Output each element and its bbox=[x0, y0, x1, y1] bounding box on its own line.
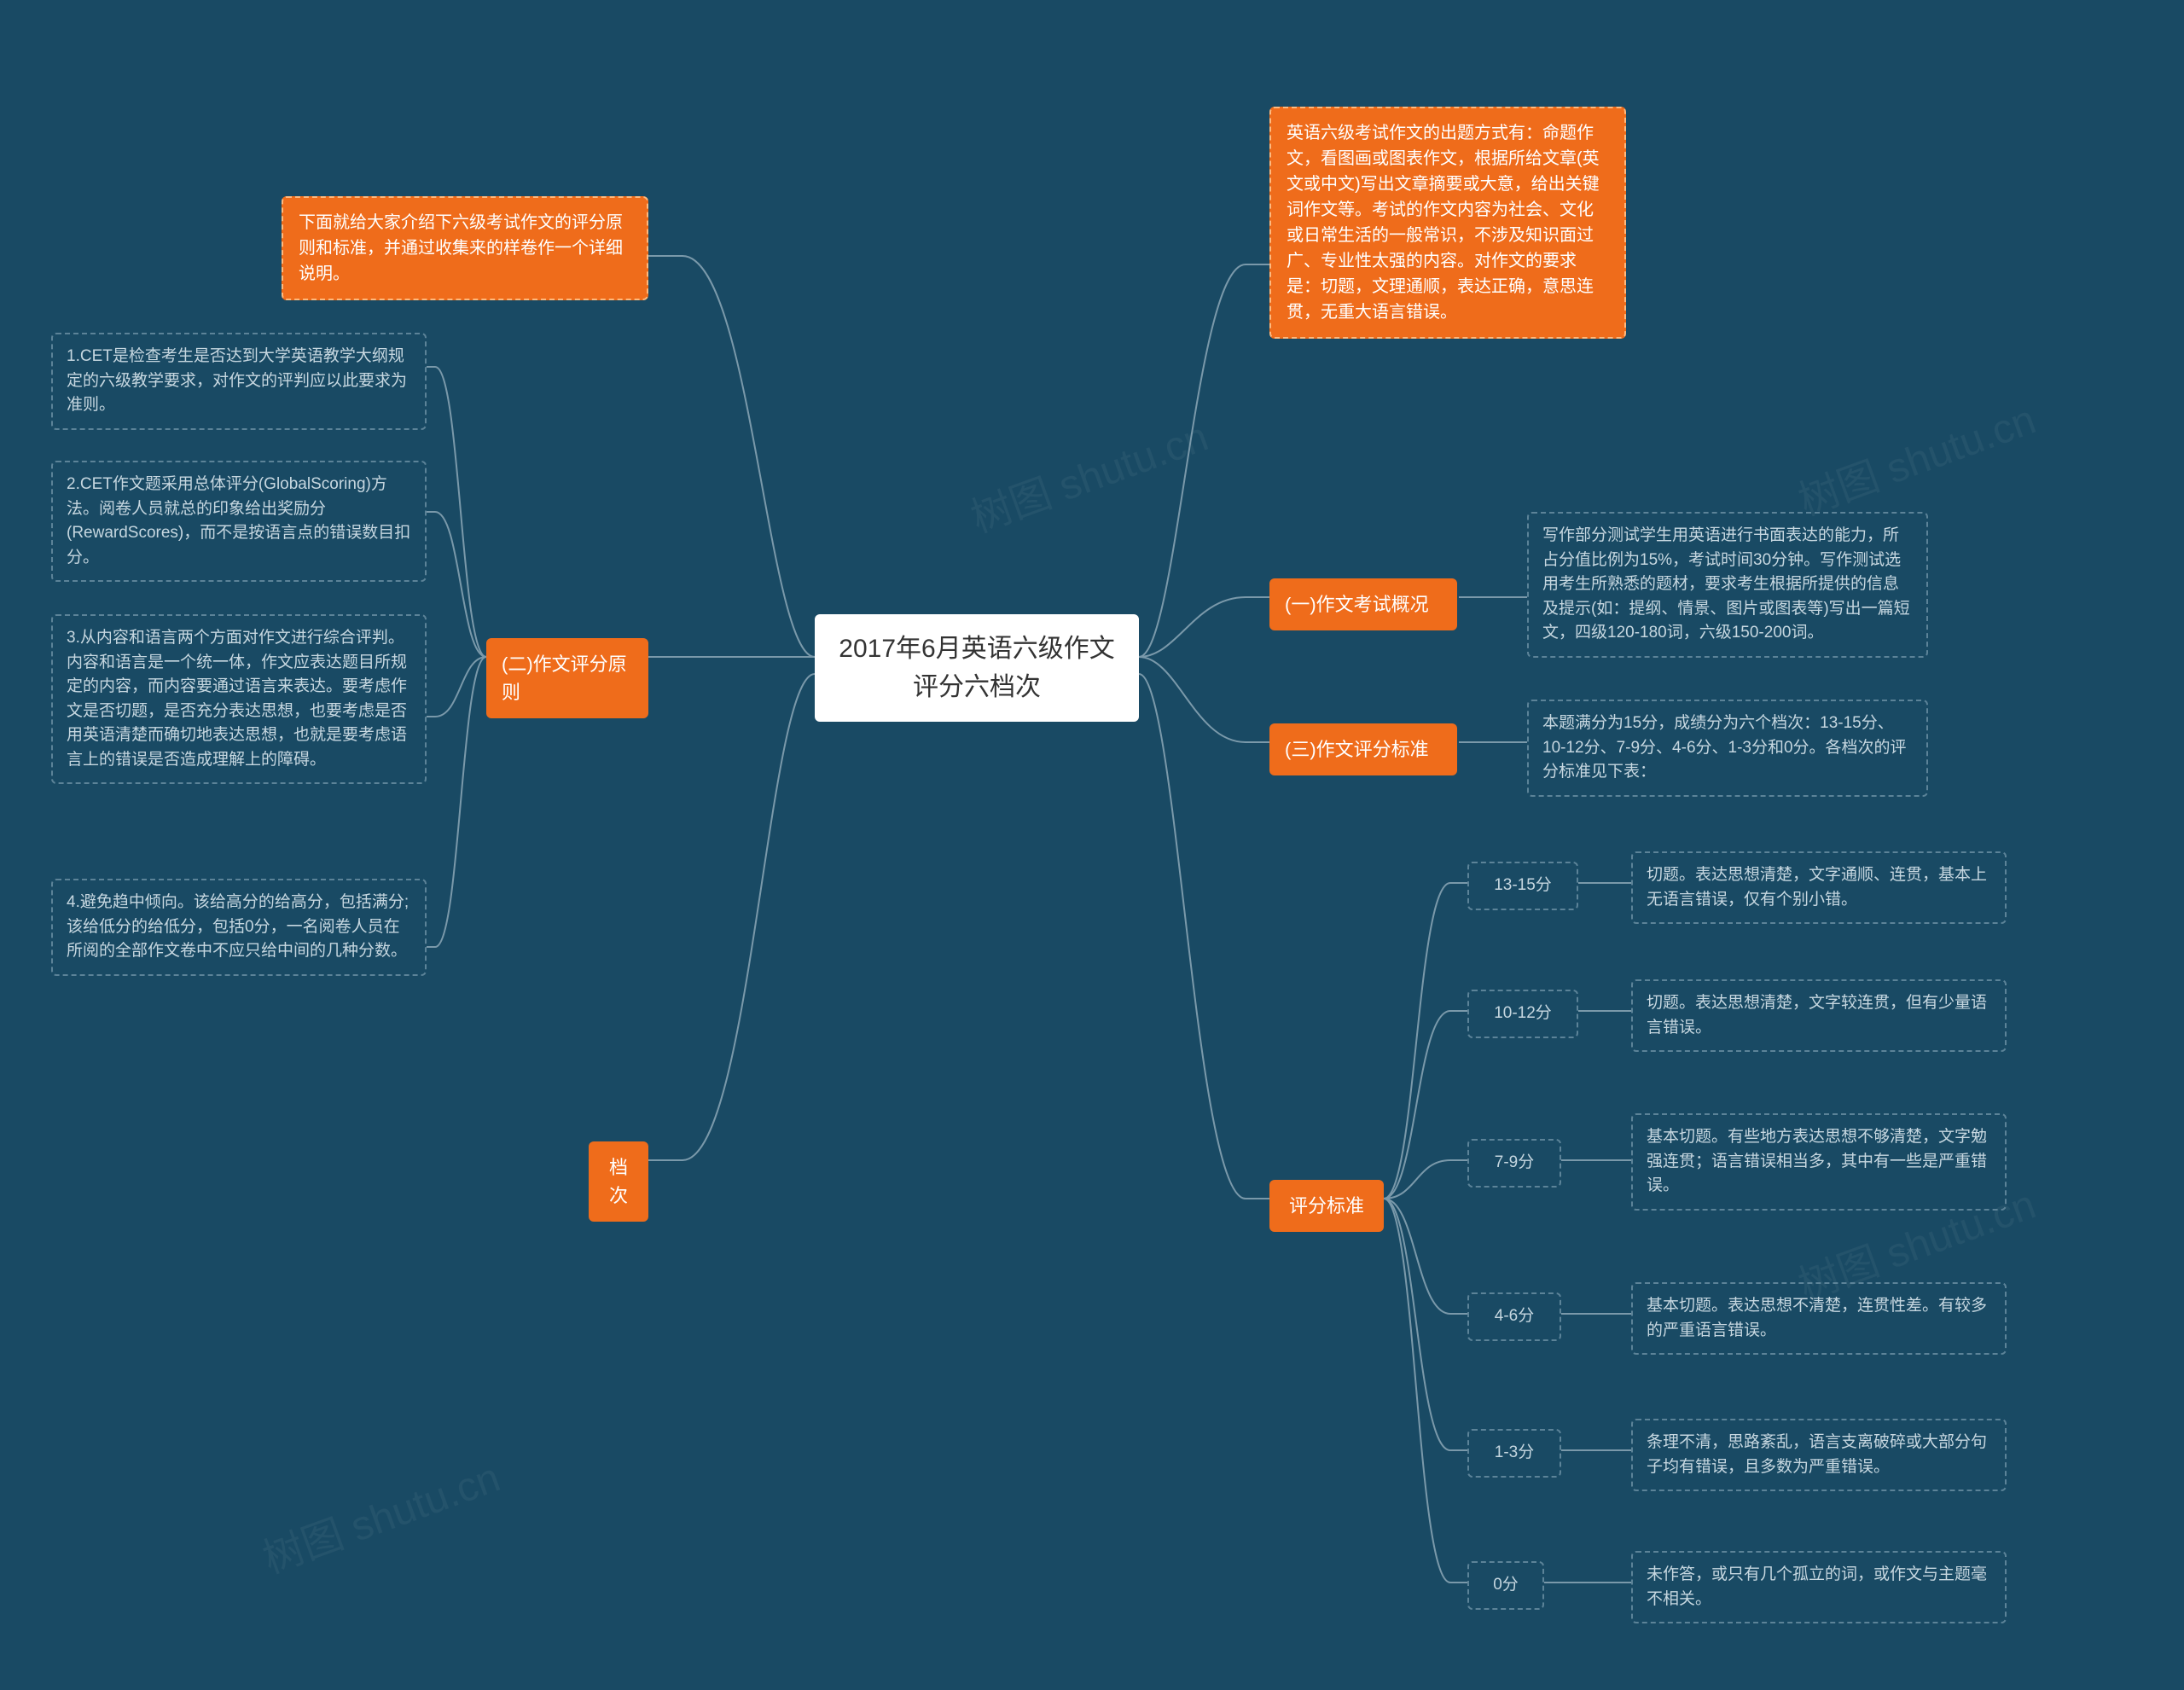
principle-3: 3.从内容和语言两个方面对作文进行综合评判。内容和语言是一个统一体，作文应表达题… bbox=[51, 614, 427, 784]
section3-body: 本题满分为15分，成绩分为六个档次：13-15分、10-12分、7-9分、4-6… bbox=[1527, 700, 1928, 797]
center-line2: 评分六档次 bbox=[839, 668, 1115, 706]
range-5: 0分 bbox=[1467, 1561, 1544, 1610]
principle-1: 1.CET是检查考生是否达到大学英语教学大纲规定的六级教学要求，对作文的评判应以… bbox=[51, 333, 427, 430]
watermark: 树图 shutu.cn bbox=[1789, 386, 2042, 526]
criteria-title: 评分标准 bbox=[1269, 1180, 1384, 1232]
format-node: 英语六级考试作文的出题方式有：命题作文，看图画或图表作文，根据所给文章(英文或中… bbox=[1269, 107, 1626, 339]
principle-2: 2.CET作文题采用总体评分(GlobalScoring)方法。阅卷人员就总的印… bbox=[51, 461, 427, 582]
desc-1: 切题。表达思想清楚，文字较连贯，但有少量语言错误。 bbox=[1631, 979, 2007, 1052]
desc-3: 基本切题。表达思想不清楚，连贯性差。有较多的严重语言错误。 bbox=[1631, 1282, 2007, 1355]
desc-2: 基本切题。有些地方表达思想不够清楚，文字勉强连贯；语言错误相当多，其中有一些是严… bbox=[1631, 1113, 2007, 1211]
center-node: 2017年6月英语六级作文 评分六档次 bbox=[815, 614, 1139, 722]
watermark: 树图 shutu.cn bbox=[961, 403, 1215, 543]
section3-title: (三)作文评分标准 bbox=[1269, 723, 1457, 775]
desc-0: 切题。表达思想清楚，文字通顺、连贯，基本上无语言错误，仅有个别小错。 bbox=[1631, 851, 2007, 924]
intro-node: 下面就给大家介绍下六级考试作文的评分原则和标准，并通过收集来的样卷作一个详细说明… bbox=[282, 196, 648, 300]
range-0: 13-15分 bbox=[1467, 862, 1578, 910]
desc-4: 条理不清，思路紊乱，语言支离破碎或大部分句子均有错误，且多数为严重错误。 bbox=[1631, 1419, 2007, 1491]
range-1: 10-12分 bbox=[1467, 990, 1578, 1038]
range-3: 4-6分 bbox=[1467, 1292, 1561, 1341]
desc-5: 未作答，或只有几个孤立的词，或作文与主题毫不相关。 bbox=[1631, 1551, 2007, 1623]
section1-title: (一)作文考试概况 bbox=[1269, 578, 1457, 630]
section2-title: (二)作文评分原则 bbox=[486, 638, 648, 718]
range-2: 7-9分 bbox=[1467, 1139, 1561, 1188]
watermark: 树图 shutu.cn bbox=[253, 1443, 507, 1584]
section1-body: 写作部分测试学生用英语进行书面表达的能力，所占分值比例为15%，考试时间30分钟… bbox=[1527, 512, 1928, 658]
level-title: 档次 bbox=[589, 1141, 648, 1222]
center-line1: 2017年6月英语六级作文 bbox=[839, 630, 1115, 668]
principle-4: 4.避免趋中倾向。该给高分的给高分，包括满分;该给低分的给低分，包括0分，一名阅… bbox=[51, 879, 427, 976]
range-4: 1-3分 bbox=[1467, 1429, 1561, 1478]
